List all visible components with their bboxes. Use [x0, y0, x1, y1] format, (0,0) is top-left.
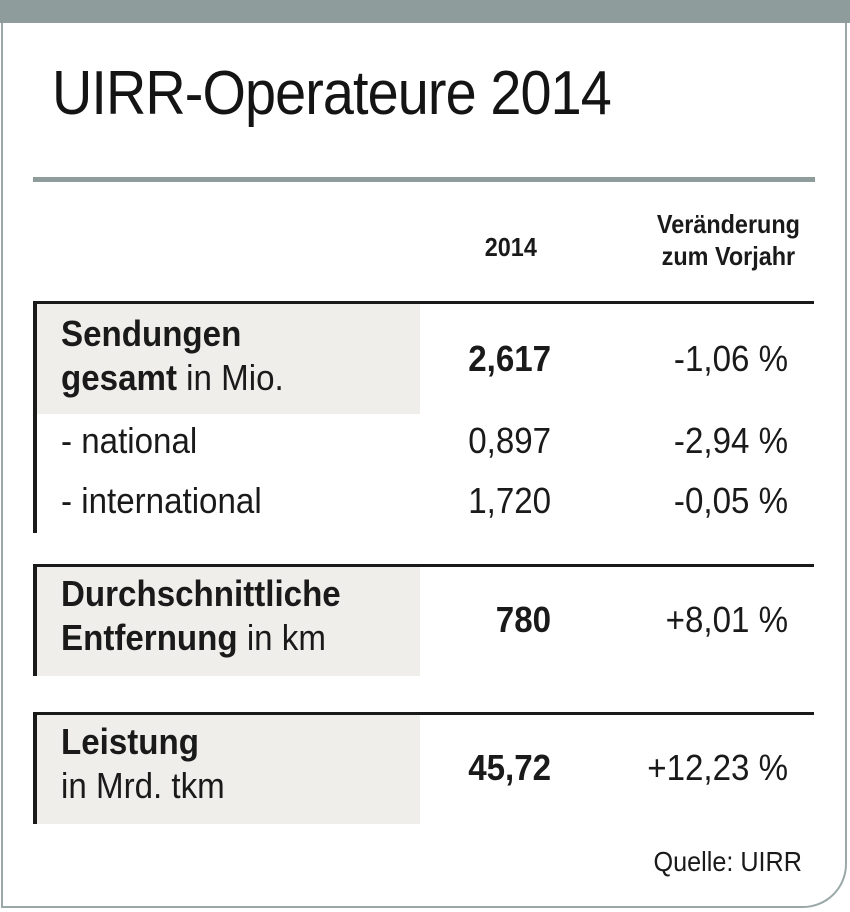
column-header-change: Veränderung zum Vorjahr — [657, 208, 800, 272]
label-unit: in Mrd. tkm — [61, 765, 225, 806]
label-bold-line1: Durchschnittliche — [61, 573, 341, 614]
column-header-change-line2: zum Vorjahr — [661, 241, 796, 271]
value-entfernung: 780 — [495, 599, 551, 640]
source-note: Quelle: UIRR — [653, 846, 802, 877]
row-label-national: - national — [61, 420, 198, 461]
block-top-rule — [33, 712, 814, 715]
table-block-sendungen: Sendungen gesamt in Mio. 2,617 -1,06 % -… — [33, 301, 814, 533]
label-unit: in Mio. — [176, 357, 284, 398]
value-sendungen: 2,617 — [468, 338, 551, 379]
block-top-rule — [33, 301, 814, 304]
value-leistung: 45,72 — [468, 747, 551, 788]
title-divider — [33, 177, 815, 182]
block-left-bar — [33, 712, 37, 824]
label-background — [37, 567, 420, 676]
label-bold-line2: Entfernung — [61, 617, 238, 658]
column-header-year: 2014 — [484, 232, 537, 262]
table-block-entfernung: Durchschnittliche Entfernung in km 780 +… — [33, 564, 814, 676]
change-international: -0,05 % — [673, 480, 788, 521]
label-unit: in km — [237, 617, 326, 658]
block-left-bar — [33, 301, 37, 533]
label-bold-line2: gesamt — [61, 357, 177, 398]
change-sendungen: -1,06 % — [673, 338, 788, 379]
column-header-change-line1: Veränderung — [656, 209, 800, 239]
value-international: 1,720 — [468, 480, 551, 521]
label-background — [37, 304, 420, 414]
table-block-leistung: Leistung in Mrd. tkm 45,72 +12,23 % — [33, 712, 814, 824]
change-entfernung: +8,01 % — [665, 599, 788, 640]
row-label-international: - international — [61, 480, 262, 521]
row-label-entfernung: Durchschnittliche Entfernung in km — [61, 572, 341, 660]
block-top-rule — [33, 564, 814, 567]
page-title: UIRR-Operateure 2014 — [52, 59, 612, 128]
row-label-leistung: Leistung in Mrd. tkm — [61, 720, 225, 808]
label-background — [37, 715, 420, 824]
change-national: -2,94 % — [673, 420, 788, 461]
block-left-bar — [33, 564, 37, 676]
change-leistung: +12,23 % — [647, 747, 788, 788]
top-accent-bar — [0, 0, 850, 23]
row-label-sendungen: Sendungen gesamt in Mio. — [61, 312, 284, 400]
label-bold-line1: Sendungen — [61, 313, 242, 354]
label-bold-line1: Leistung — [61, 721, 199, 762]
value-national: 0,897 — [468, 420, 551, 461]
